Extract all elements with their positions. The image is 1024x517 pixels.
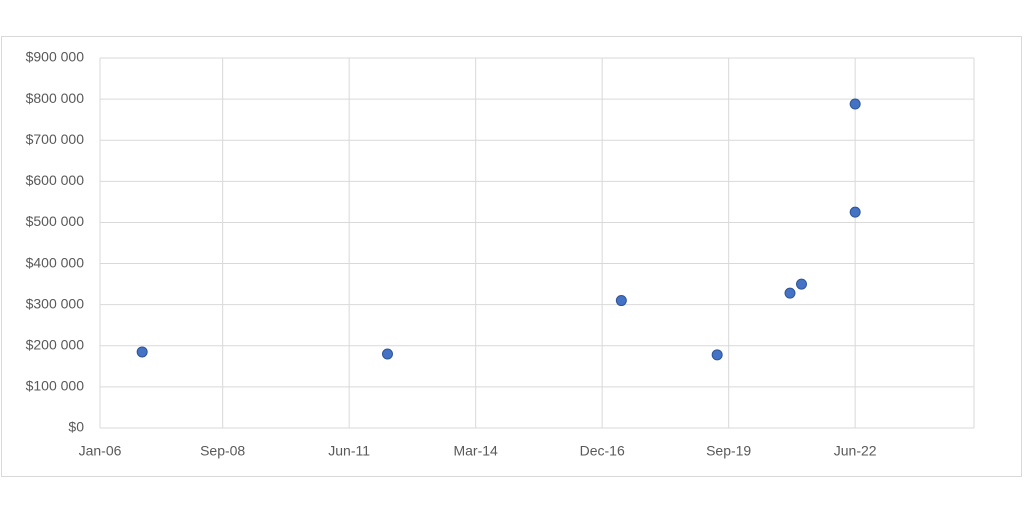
x-tick-label: Mar-14 [453, 443, 498, 459]
y-tick-label: $700 000 [26, 131, 85, 147]
y-tick-label: $800 000 [26, 90, 85, 106]
point [382, 348, 393, 360]
point [136, 346, 148, 358]
point [615, 295, 627, 307]
x-tick-label: Sep-19 [706, 443, 751, 459]
y-tick-label: $300 000 [26, 295, 85, 311]
point [849, 98, 861, 110]
point [784, 287, 796, 299]
x-tick-label: Dec-16 [580, 443, 625, 459]
y-tick-label: $200 000 [26, 336, 85, 352]
x-tick-label: Jan-06 [79, 443, 122, 459]
point [849, 206, 861, 218]
chart-frame [1, 36, 1022, 477]
y-tick-label: $600 000 [26, 172, 85, 188]
y-tick-label: $500 000 [26, 213, 85, 229]
x-tick-label: Jun-22 [834, 443, 877, 459]
x-tick-label: Jun-11 [328, 443, 370, 459]
y-tick-label: $0 [68, 419, 84, 435]
y-tick-label: $100 000 [26, 378, 85, 394]
point [796, 278, 807, 290]
point [711, 349, 723, 361]
x-tick-label: Sep-08 [200, 443, 245, 459]
y-tick-label: $900 000 [26, 49, 85, 65]
y-tick-label: $400 000 [26, 254, 85, 270]
